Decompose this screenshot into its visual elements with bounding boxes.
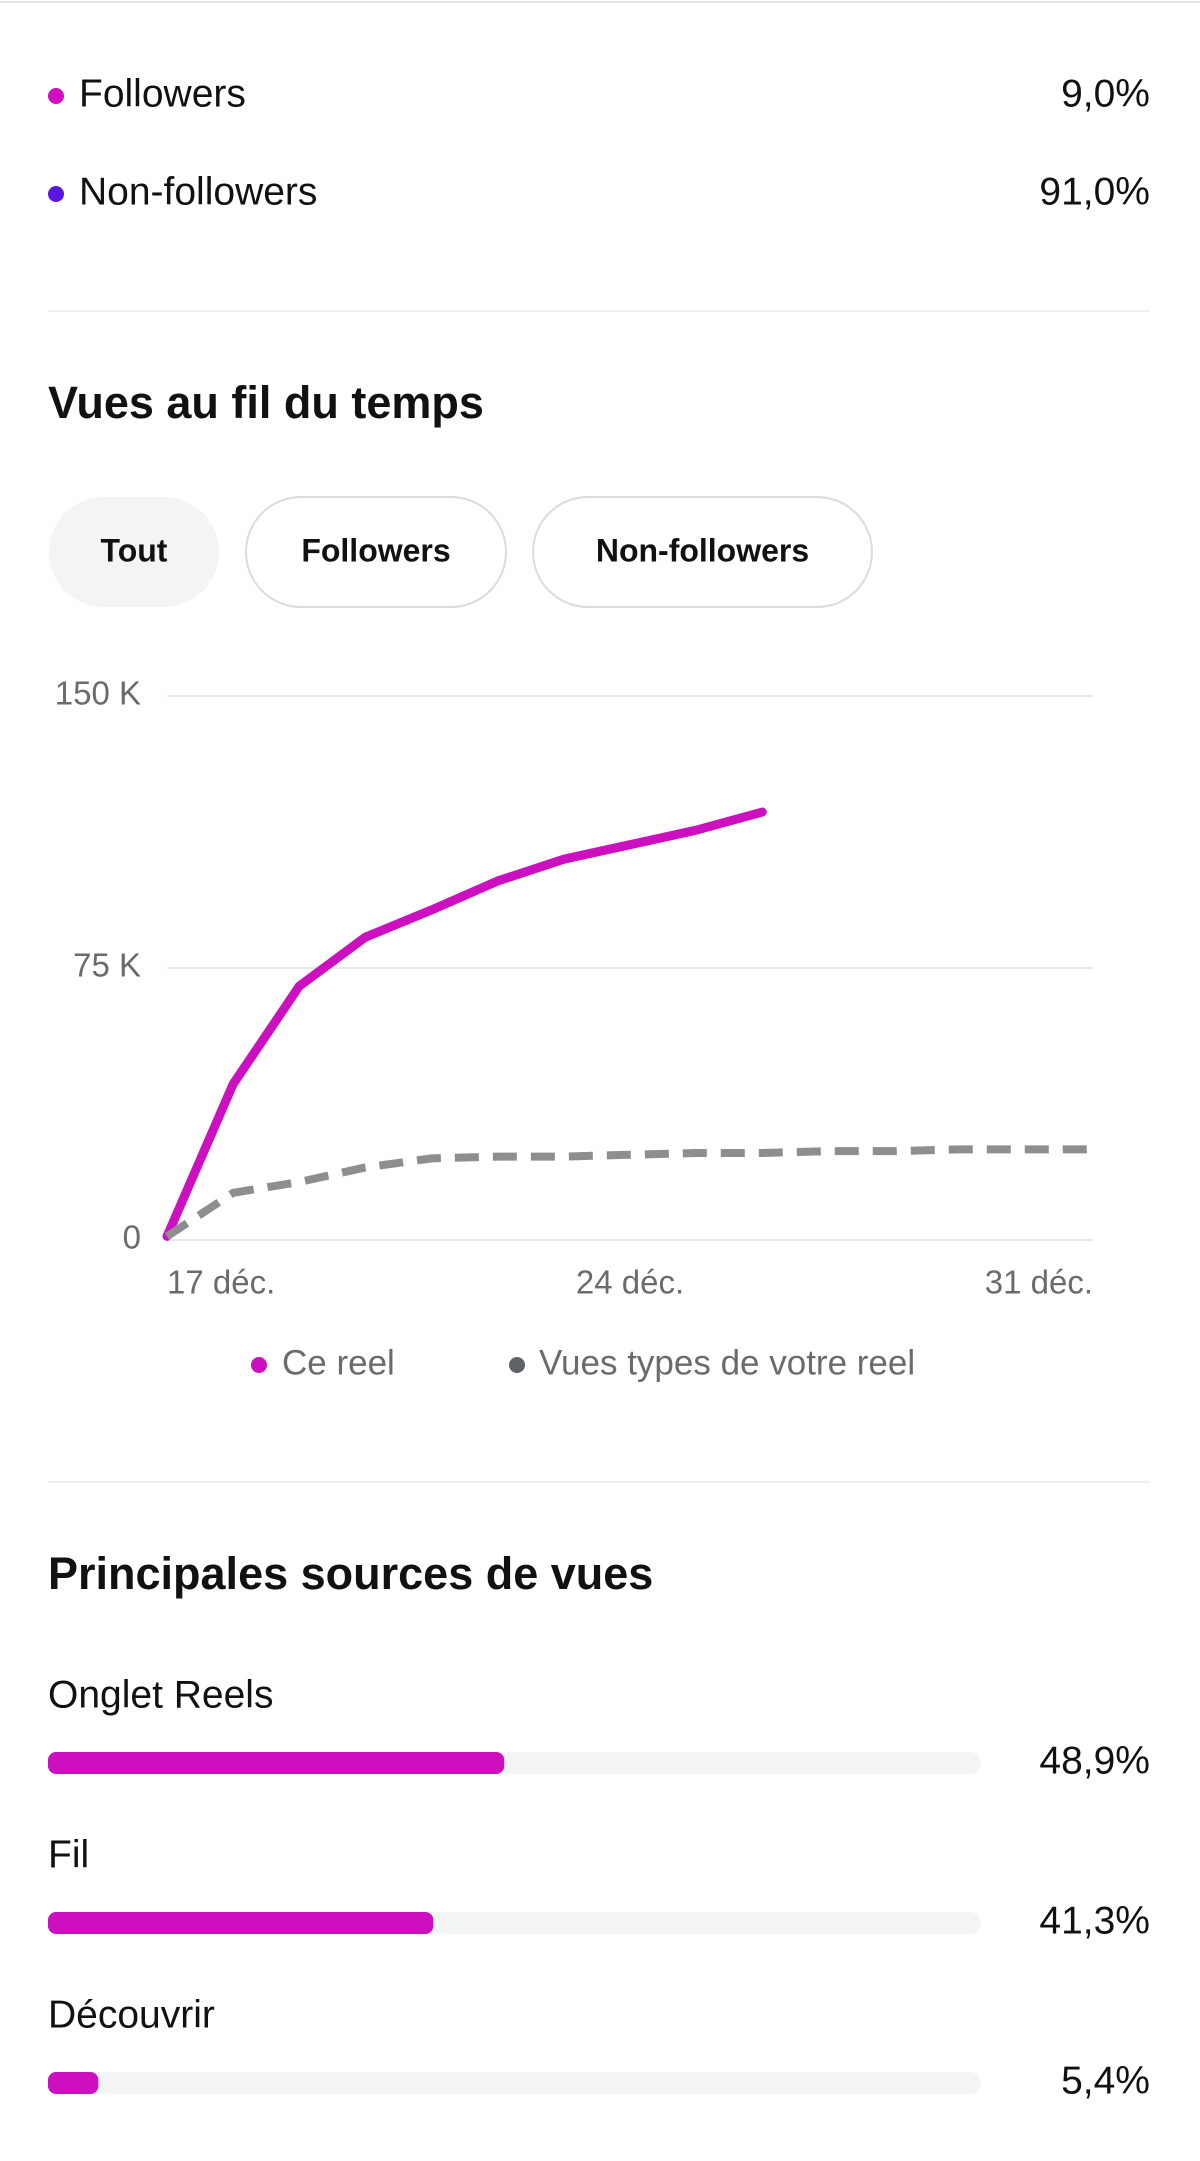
x-tick-label: 17 déc.	[167, 1264, 275, 1301]
y-tick-label: 0	[123, 1219, 141, 1256]
filter-label[interactable]: Non-followers	[596, 532, 809, 568]
filter-button[interactable]	[245, 496, 507, 608]
legend-label: Ce reel	[282, 1343, 395, 1382]
value-label: 48,9%	[1039, 1739, 1150, 1782]
bar	[48, 1752, 505, 1774]
legend-dot	[48, 88, 64, 104]
series-line	[164, 1145, 1093, 1240]
legend-dot	[509, 1357, 525, 1373]
audience-value: 9,0%	[1061, 72, 1150, 115]
source-label: Découvrir	[48, 1993, 215, 2036]
audience-label: Followers	[79, 72, 246, 115]
legend-dot	[48, 186, 64, 202]
value-label: 5,4%	[1061, 2059, 1150, 2102]
legend-dot	[251, 1357, 267, 1373]
filter-button[interactable]	[532, 496, 873, 608]
filter-button[interactable]	[49, 497, 219, 607]
legend-label: Vues types de votre reel	[539, 1343, 915, 1382]
x-tick-label: 24 déc.	[576, 1264, 684, 1301]
filter-label[interactable]: Followers	[301, 532, 450, 568]
source-label: Fil	[48, 1833, 89, 1876]
y-tick-label: 75 K	[73, 947, 141, 984]
audience-label: Non-followers	[79, 170, 317, 213]
series-line	[162, 807, 767, 1241]
x-tick-label: 31 déc.	[985, 1264, 1093, 1301]
filter-label[interactable]: Tout	[101, 532, 168, 568]
section-title: Vues au fil du temps	[48, 377, 484, 428]
value-label: 41,3%	[1039, 1899, 1150, 1942]
source-label: Onglet Reels	[48, 1673, 273, 1716]
section-title: Principales sources de vues	[48, 1548, 653, 1599]
y-tick-label: 150 K	[55, 675, 141, 712]
audience-value: 91,0%	[1039, 170, 1150, 213]
bar-track	[48, 2072, 981, 2094]
bar	[48, 1912, 434, 1934]
bar	[48, 2072, 99, 2094]
